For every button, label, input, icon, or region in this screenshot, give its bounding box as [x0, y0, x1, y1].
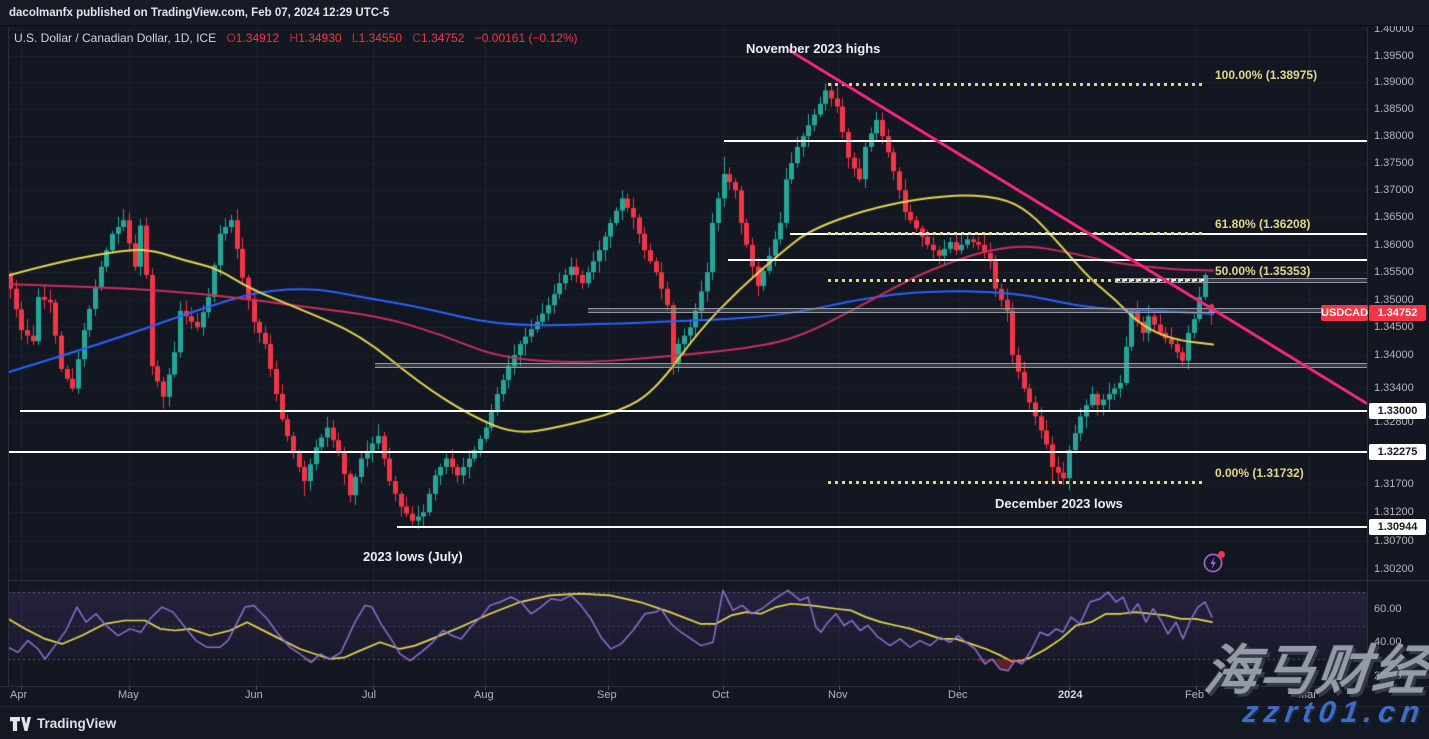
time-axis-tick — [485, 686, 486, 690]
tradingview-logo-text: TradingView — [37, 716, 117, 731]
time-axis-label: Dec — [948, 689, 968, 701]
fib-level-line[interactable] — [828, 232, 1205, 236]
time-axis-tick — [373, 686, 374, 690]
time-axis-tick — [723, 686, 724, 690]
pane-separator[interactable] — [8, 580, 1429, 581]
price-axis-label: 1.35500 — [1374, 266, 1414, 279]
time-axis-tick — [129, 686, 130, 690]
price-axis-label: 1.40000 — [1374, 23, 1414, 35]
close-value: 1.34752 — [421, 31, 465, 45]
fib-level-label: 61.80% (1.36208) — [1215, 217, 1311, 232]
time-axis-tick — [839, 686, 840, 690]
high-value: 1.34930 — [298, 31, 342, 45]
low-value: 1.34550 — [358, 31, 402, 45]
time-axis-label: Sep — [597, 689, 617, 701]
tradingview-logo-icon — [10, 716, 31, 731]
level-line[interactable] — [728, 258, 1367, 261]
time-axis-label: Apr — [10, 689, 28, 701]
fib-level-line[interactable] — [828, 82, 1205, 86]
symbol-header: U.S. Dollar / Canadian Dollar, 1D, ICE O… — [14, 31, 578, 45]
symbol-price-flag: USDCAD — [1321, 305, 1369, 322]
time-axis-label: Oct — [712, 689, 730, 701]
time-axis-label: Nov — [828, 689, 848, 701]
fib-level-label: 0.00% (1.31732) — [1215, 466, 1304, 481]
time-axis-tick — [1196, 686, 1197, 690]
time-axis-label: May — [118, 689, 139, 701]
notification-dot — [1218, 551, 1225, 558]
close-label: C — [412, 31, 422, 45]
level-line[interactable] — [724, 139, 1367, 142]
price-axis-label: 1.37500 — [1374, 157, 1414, 170]
plot-left-border — [8, 27, 9, 686]
fib-level-line[interactable] — [828, 481, 1205, 485]
level-line[interactable] — [8, 450, 1367, 453]
fib-level-label: 100.00% (1.38975) — [1215, 67, 1318, 82]
watermark-cjk: 海马财经 — [1201, 641, 1429, 701]
fib-level-label: 50.00% (1.35353) — [1215, 264, 1311, 279]
watermark-url: zzrt01.cn — [1240, 696, 1428, 729]
time-axis-tick — [1309, 686, 1310, 690]
indicator-axis-label: 20.00 — [1374, 669, 1402, 682]
change-value: −0.00161 (−0.12%) — [474, 31, 578, 45]
time-axis-label: Jul — [362, 689, 377, 701]
price-axis-label: 1.36500 — [1374, 211, 1414, 224]
level-price-badge: 1.32275 — [1369, 443, 1426, 460]
tradingview-attribution[interactable]: TradingView — [10, 716, 116, 731]
level-line[interactable] — [20, 409, 1367, 412]
level-zone[interactable] — [375, 363, 1367, 369]
lightning-icon[interactable] — [1202, 551, 1225, 574]
time-axis-label: Aug — [474, 689, 494, 701]
published-info-bar: dacolmanfx published on TradingView.com,… — [0, 0, 1429, 26]
symbol-title: U.S. Dollar / Canadian Dollar, 1D, ICE — [14, 31, 217, 45]
low-label: L — [351, 31, 359, 45]
price-axis-label: 1.34000 — [1374, 349, 1414, 362]
price-axis-label: 1.35000 — [1374, 293, 1414, 306]
time-axis-tick — [959, 686, 960, 690]
level-zone[interactable] — [1115, 277, 1367, 283]
time-axis-label: Mar — [1298, 689, 1317, 701]
fib-level-line[interactable] — [828, 279, 1205, 283]
indicator-axis-label: 40.00 — [1374, 636, 1402, 649]
time-axis-tick — [21, 686, 22, 690]
annotation-2023-lows-july[interactable]: 2023 lows (July) — [363, 549, 463, 564]
price-axis-label: 1.31200 — [1374, 506, 1414, 519]
last-price-badge: 1.34752 — [1369, 305, 1426, 322]
time-axis-tick — [1069, 686, 1070, 690]
candlestick-canvas[interactable] — [8, 27, 1367, 686]
high-label: H — [289, 31, 299, 45]
indicator-axis-label: 60.00 — [1374, 602, 1402, 615]
footer-bar: TradingView — [0, 706, 1429, 739]
time-axis-border[interactable] — [0, 686, 1429, 687]
lightning-bolt-glyph — [1203, 553, 1223, 573]
time-axis-label: 2024 — [1058, 689, 1083, 701]
level-price-badge: 1.33000 — [1369, 402, 1426, 419]
time-axis-tick — [256, 686, 257, 690]
price-axis-label: 1.38500 — [1374, 103, 1414, 116]
price-axis-label: 1.32800 — [1374, 416, 1414, 429]
level-zone[interactable] — [588, 308, 1367, 314]
annotation-november-2023-highs[interactable]: November 2023 highs — [746, 41, 881, 56]
price-axis-label: 1.39000 — [1374, 76, 1414, 89]
price-axis-label: 1.39500 — [1374, 49, 1414, 62]
level-line[interactable] — [397, 525, 1367, 528]
price-axis-label: 1.33400 — [1374, 382, 1414, 395]
price-axis-border[interactable] — [1367, 27, 1368, 686]
time-axis-label: Feb — [1185, 689, 1204, 701]
level-price-badge: 1.30944 — [1369, 518, 1426, 535]
price-axis-label: 1.37000 — [1374, 184, 1414, 197]
open-value: 1.34912 — [235, 31, 280, 45]
open-label: O — [226, 31, 236, 45]
price-axis-label: 1.31700 — [1374, 477, 1414, 490]
price-axis-label: 1.30700 — [1374, 534, 1414, 547]
price-axis-label: 1.36000 — [1374, 238, 1414, 251]
price-axis-label: 1.34500 — [1374, 321, 1414, 334]
price-axis-label: 1.38000 — [1374, 130, 1414, 143]
time-axis-label: Jun — [245, 689, 263, 701]
time-axis-tick — [608, 686, 609, 690]
published-info-text: dacolmanfx published on TradingView.com,… — [9, 7, 390, 19]
price-axis-label: 1.30200 — [1374, 563, 1414, 576]
annotation-december-2023-lows[interactable]: December 2023 lows — [995, 496, 1123, 511]
